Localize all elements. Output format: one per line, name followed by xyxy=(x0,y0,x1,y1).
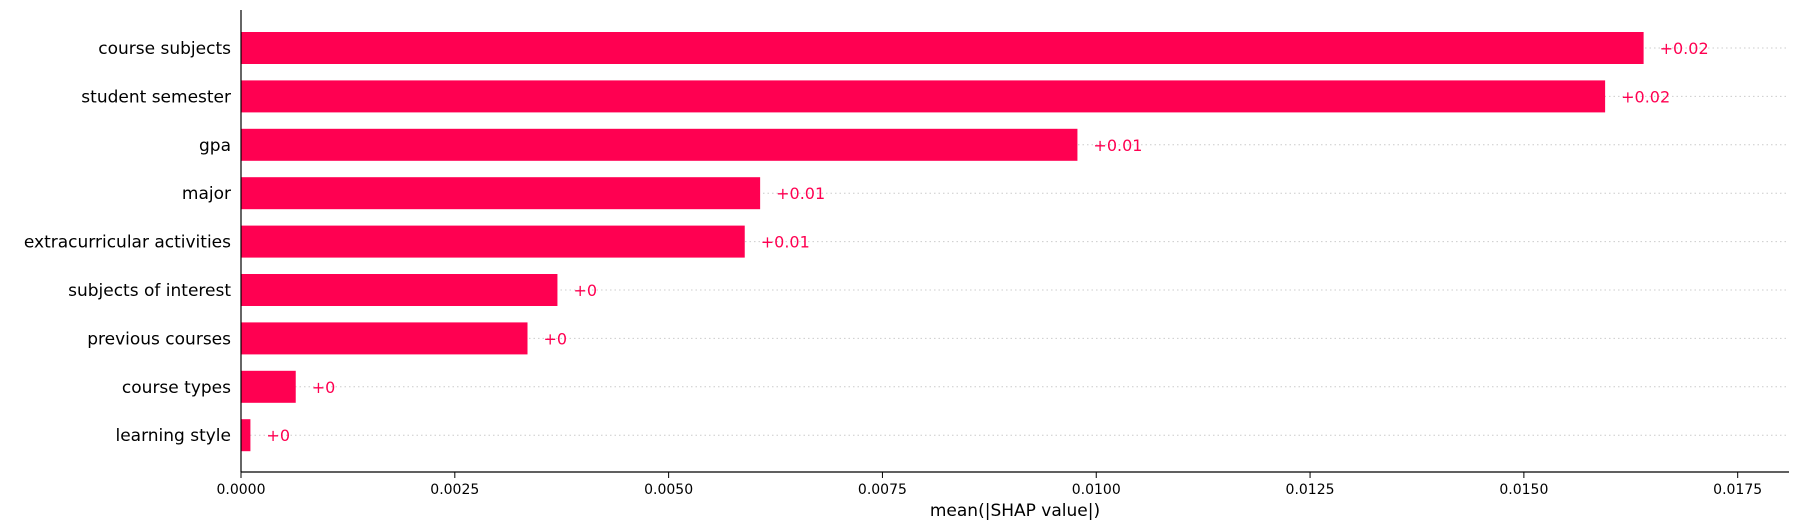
category-label: student semester xyxy=(81,87,231,107)
category-label: subjects of interest xyxy=(68,281,231,301)
value-label: +0.01 xyxy=(776,184,825,203)
bar-course-subjects xyxy=(241,32,1644,64)
category-label: gpa xyxy=(199,136,231,156)
bar-previous-courses xyxy=(241,322,528,355)
x-tick-label: 0.0100 xyxy=(1072,482,1121,498)
bar-major xyxy=(241,177,761,210)
x-ticks: 0.0000 0.0025 0.0050 0.0075 0.0100 0.0125 0.01… xyxy=(217,472,1762,498)
category-label: course subjects xyxy=(98,39,231,59)
bar-extracurricular-activities xyxy=(241,225,745,258)
value-label: +0.02 xyxy=(1621,87,1670,106)
x-tick-label: 0.0025 xyxy=(430,482,479,498)
x-tick-label: 0.0125 xyxy=(1286,482,1335,498)
x-tick-label: 0.0075 xyxy=(858,482,907,498)
bars xyxy=(241,32,1644,452)
bar-subjects-of-interest xyxy=(241,274,558,306)
value-label: +0.02 xyxy=(1660,39,1709,58)
category-label: major xyxy=(182,184,231,204)
category-labels: course subjects student semester gpa major e… xyxy=(24,39,231,446)
bar-learning-style xyxy=(241,419,251,452)
value-label: +0 xyxy=(573,281,597,300)
category-label: learning style xyxy=(115,426,231,446)
category-label: extracurricular activities xyxy=(24,233,231,253)
x-tick-label: 0.0150 xyxy=(1499,482,1548,498)
category-label: course types xyxy=(122,378,231,398)
x-tick-label: 0.0175 xyxy=(1713,482,1762,498)
value-label: +0 xyxy=(312,378,336,397)
value-label: +0 xyxy=(266,426,290,445)
value-label: +0.01 xyxy=(761,233,810,252)
value-labels: +0.02 +0.02 +0.01 +0.01 +0.01 +0 +0 +0 +0 xyxy=(266,39,1708,445)
x-tick-label: 0.0050 xyxy=(644,482,693,498)
bar-course-types xyxy=(241,370,296,403)
x-axis-title: mean(|SHAP value|) xyxy=(930,501,1100,521)
value-label: +0.01 xyxy=(1093,136,1142,155)
bar-student-semester xyxy=(241,80,1606,113)
value-label: +0 xyxy=(544,329,568,348)
x-tick-label: 0.0000 xyxy=(217,482,266,498)
bar-gpa xyxy=(241,128,1078,161)
category-label: previous courses xyxy=(87,329,231,349)
